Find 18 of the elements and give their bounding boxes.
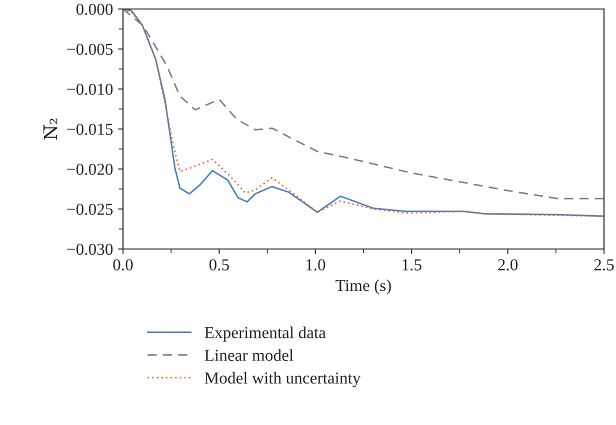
y-tick-label: −0.005 — [67, 44, 113, 56]
y-tick-label: −0.010 — [67, 84, 113, 96]
legend-label: Experimental data — [204, 326, 326, 342]
x-tick-label: 2.5 — [594, 259, 614, 271]
x-tick-label: 0.0 — [113, 259, 133, 271]
legend-label: Model with uncertainty — [204, 372, 361, 388]
y-tick-label: −0.020 — [67, 164, 113, 176]
y-tick-label: 0.000 — [76, 4, 113, 16]
x-tick-label: 0.5 — [209, 259, 229, 271]
x-tick-label: 1.0 — [306, 259, 326, 271]
y-tick-label: −0.030 — [67, 244, 113, 256]
legend-label: Linear model — [204, 349, 294, 361]
x-tick-label: 2.0 — [498, 259, 518, 271]
y-axis-title: N̅₂ — [43, 118, 58, 140]
x-tick-label: 1.5 — [402, 259, 422, 271]
y-tick-label: −0.025 — [67, 204, 113, 216]
x-axis-title: Time (s) — [336, 279, 391, 295]
y-tick-label: −0.015 — [67, 124, 113, 136]
